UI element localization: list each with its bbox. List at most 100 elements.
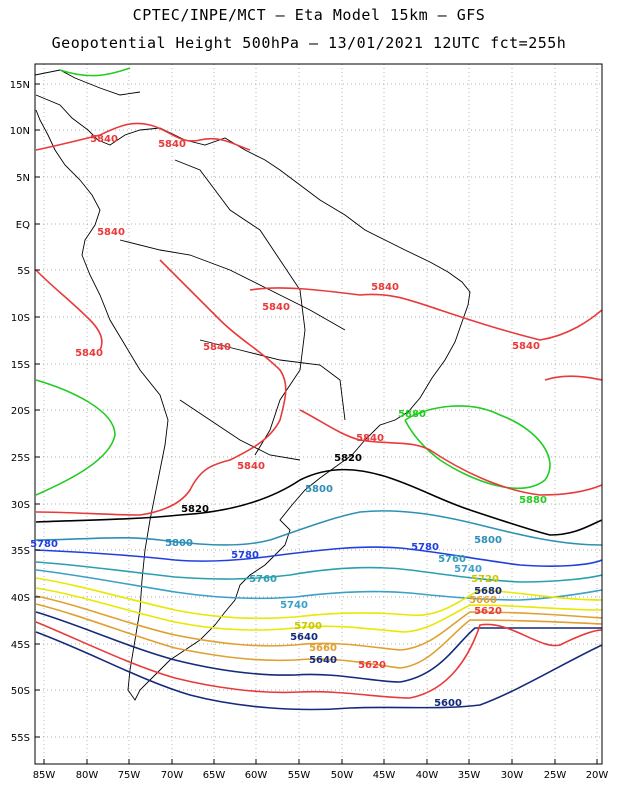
contour-5600 [35, 631, 602, 711]
contour-label: 5820 [334, 453, 362, 464]
contour-label: 5700 [294, 621, 322, 632]
contour-label: 5800 [165, 538, 193, 549]
lat-tick-label: 30S [11, 500, 30, 511]
plot-frame [34, 63, 603, 765]
lon-tick-label: 70W [161, 770, 184, 781]
contour-label: 5640 [290, 632, 318, 643]
lat-tick-label: 40S [11, 593, 30, 604]
lat-tick-label: EQ [16, 220, 30, 231]
contour-label: 5740 [280, 600, 308, 611]
title-line-1: CPTEC/INPE/MCT – Eta Model 15km – GFS [132, 6, 486, 24]
contour-label: 5780 [411, 542, 439, 553]
lat-tick-label: 55S [11, 733, 30, 744]
lon-tick-label: 80W [76, 770, 99, 781]
contour-label: 5840 [262, 302, 290, 313]
lon-tick-label: 20W [586, 770, 609, 781]
lat-tick-label: 50S [11, 686, 30, 697]
lon-tick-label: 45W [373, 770, 396, 781]
lat-tick-label: 5S [17, 266, 30, 277]
border-line-1 [174, 159, 306, 456]
contour-label: 5840 [158, 139, 186, 150]
title-line-2: Geopotential Height 500hPa – 13/01/2021 … [51, 34, 567, 52]
contour-label: 5840 [512, 341, 540, 352]
contour-label: 5880 [398, 409, 426, 420]
border-line-3 [199, 339, 346, 421]
contour-5820 [35, 468, 602, 536]
contour-5880 [35, 379, 116, 496]
contour-label: 5760 [249, 574, 277, 585]
grid-lines [35, 64, 602, 764]
contour-label: 5720 [471, 574, 499, 585]
lat-tick-label: 15N [10, 80, 30, 91]
contour-5760 [35, 561, 602, 583]
contour-label: 5800 [305, 484, 333, 495]
lon-tick-label: 40W [416, 770, 439, 781]
lat-tick-label: 15S [11, 360, 30, 371]
coastline [35, 69, 471, 701]
south-america-outline [35, 94, 471, 701]
central-america-outline [35, 69, 141, 96]
contour-5840 [35, 269, 103, 351]
contour-label: 5840 [237, 461, 265, 472]
contour-5800 [35, 510, 602, 546]
contour-5740 [35, 569, 602, 601]
contour-label: 5620 [474, 606, 502, 617]
lon-tick-label: 35W [458, 770, 481, 781]
contour-label: 5780 [30, 539, 58, 550]
lat-tick-label: 10N [10, 126, 30, 137]
lon-tick-label: 30W [501, 770, 524, 781]
contour-label: 5840 [90, 134, 118, 145]
contour-label: 5840 [97, 227, 125, 238]
contour-labels: 5840 5840 5840 5840 5840 5840 5840 5840 5840 5840… [30, 134, 547, 709]
contour-5840 [35, 259, 287, 516]
contour-label: 5600 [434, 698, 462, 709]
contour-5620 [35, 621, 602, 699]
contour-5640 [35, 611, 602, 683]
lon-tick-label: 85W [33, 770, 56, 781]
contour-5840 [35, 122, 251, 151]
lat-tick-label: 45S [11, 640, 30, 651]
border-line-4 [179, 399, 301, 461]
lat-tick-label: 35S [11, 546, 30, 557]
contour-label: 5660 [469, 595, 497, 606]
contour-5880 [59, 67, 131, 77]
lon-tick-label: 25W [544, 770, 567, 781]
lon-tick-label: 55W [288, 770, 311, 781]
contour-label: 5760 [438, 554, 466, 565]
lat-tick-label: 5N [16, 173, 30, 184]
contour-5780 [35, 546, 602, 567]
contour-5720 [35, 577, 602, 620]
contour-lines [35, 67, 602, 711]
contour-5700 [35, 587, 602, 633]
contour-label: 5840 [371, 282, 399, 293]
lat-tick-label: 25S [11, 453, 30, 464]
contour-label: 5780 [231, 550, 259, 561]
axis-ticks: 15N10N5NEQ5S10S15S20S25S30S35S40S45S50S5… [10, 80, 609, 781]
contour-label: 5620 [358, 660, 386, 671]
contour-label: 5740 [454, 564, 482, 575]
lat-tick-label: 10S [11, 313, 30, 324]
plot-area [35, 64, 602, 764]
lon-tick-label: 60W [245, 770, 268, 781]
contour-label: 5800 [474, 535, 502, 546]
border-line-2 [119, 239, 346, 331]
lat-tick-label: 20S [11, 406, 30, 417]
lon-tick-label: 65W [203, 770, 226, 781]
contour-5840 [249, 287, 602, 341]
contour-label: 5660 [309, 643, 337, 654]
lon-tick-label: 50W [331, 770, 354, 781]
lon-tick-label: 75W [118, 770, 141, 781]
contour-label: 5680 [474, 586, 502, 597]
contour-label: 5820 [181, 504, 209, 515]
contour-5660 [35, 603, 602, 669]
contour-5880 [404, 405, 551, 489]
contour-label: 5840 [203, 342, 231, 353]
contour-5680 [35, 595, 602, 651]
contour-label: 5880 [519, 495, 547, 506]
contour-label: 5840 [356, 433, 384, 444]
contour-5840 [299, 409, 602, 496]
contour-label: 5640 [309, 655, 337, 666]
contour-5840 [544, 375, 602, 381]
contour-label: 5840 [75, 348, 103, 359]
